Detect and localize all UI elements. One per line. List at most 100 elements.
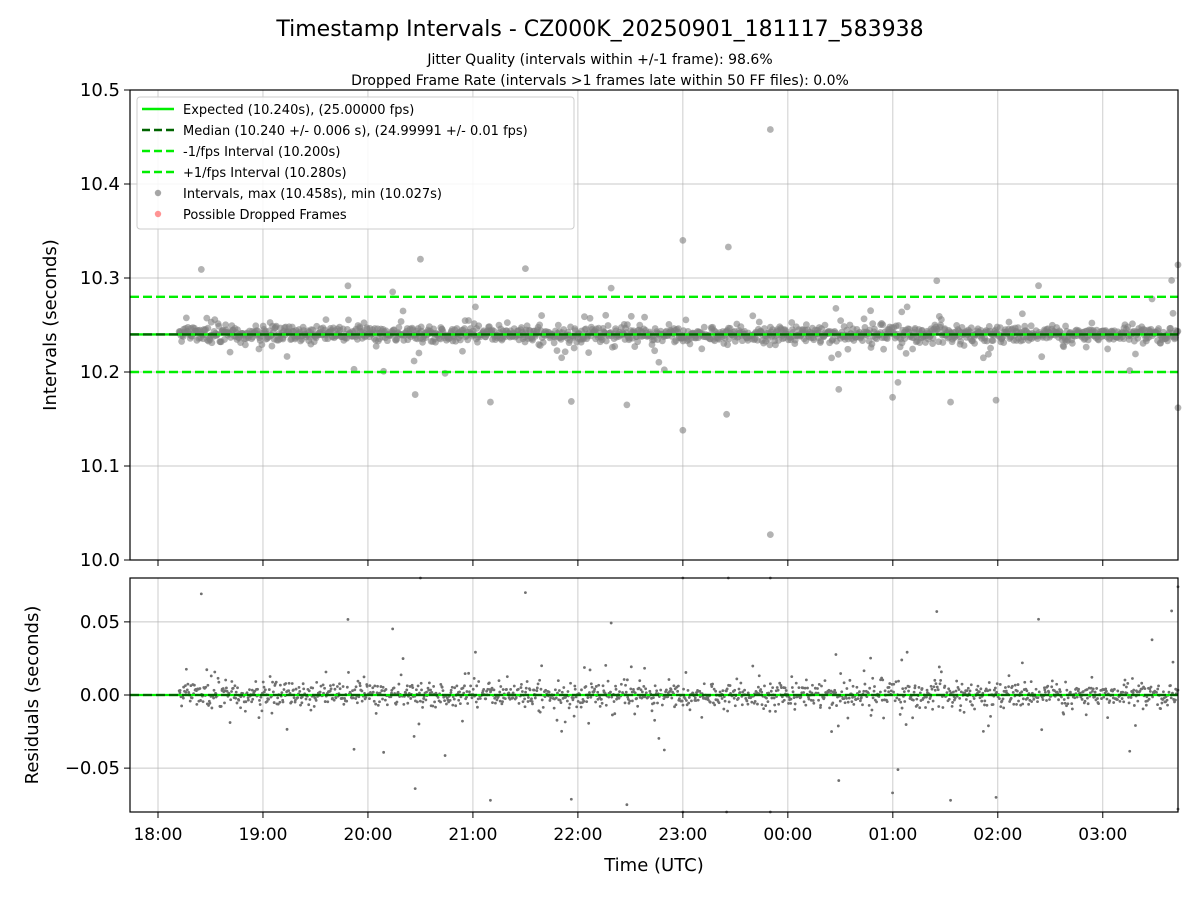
residual-point xyxy=(862,689,866,693)
residual-point xyxy=(972,697,976,700)
residual-point xyxy=(257,716,261,720)
residual-point xyxy=(512,684,516,688)
residual-point xyxy=(1096,697,1099,700)
interval-point xyxy=(399,307,407,315)
residual-point xyxy=(765,696,768,700)
residual-point xyxy=(801,686,805,690)
residual-point xyxy=(297,685,301,689)
x-tick-label: 03:00 xyxy=(1078,825,1127,845)
residual-point xyxy=(1004,689,1008,693)
residual-point xyxy=(328,689,332,693)
residual-point xyxy=(1086,696,1089,700)
residual-point xyxy=(248,688,251,692)
residual-point xyxy=(918,691,922,695)
residual-point xyxy=(582,699,586,703)
intervals-y-tick-label: 10.2 xyxy=(80,362,120,383)
residual-point xyxy=(1020,690,1024,694)
residual-point xyxy=(280,691,284,695)
residual-point xyxy=(552,706,556,710)
residual-point xyxy=(912,690,916,694)
residual-point xyxy=(594,700,598,704)
interval-point xyxy=(585,349,593,356)
residual-point xyxy=(947,697,951,701)
residual-point xyxy=(334,696,338,700)
residual-point xyxy=(1012,702,1016,706)
residual-point xyxy=(802,691,806,694)
interval-point xyxy=(415,349,423,357)
residual-point xyxy=(524,686,528,690)
residual-point xyxy=(419,681,423,685)
residual-point xyxy=(1007,685,1011,689)
residual-point xyxy=(399,673,403,677)
interval-point xyxy=(395,323,403,331)
residual-point xyxy=(210,706,214,710)
residual-point xyxy=(684,671,688,674)
residual-point xyxy=(1102,695,1106,699)
residual-point xyxy=(772,696,776,700)
residual-point xyxy=(905,650,909,654)
residual-point xyxy=(267,688,271,691)
residual-point xyxy=(265,700,269,703)
residual-point xyxy=(503,697,507,701)
residual-point xyxy=(449,688,453,692)
residual-point xyxy=(341,696,344,700)
interval-point xyxy=(570,344,578,352)
residual-point xyxy=(190,696,194,700)
residual-point xyxy=(533,696,537,700)
residual-point xyxy=(507,691,511,695)
residual-point xyxy=(458,702,462,706)
residual-point xyxy=(768,709,772,713)
residual-point xyxy=(364,695,368,699)
interval-point xyxy=(1088,319,1096,327)
residual-point xyxy=(474,650,477,654)
residual-point xyxy=(494,701,497,705)
residual-point xyxy=(887,690,891,694)
residual-point xyxy=(924,706,927,709)
residual-point xyxy=(495,698,499,702)
residual-point xyxy=(789,697,793,701)
residual-point xyxy=(655,689,659,693)
residual-point xyxy=(949,691,953,695)
residual-point xyxy=(939,670,943,674)
residuals-y-ticks: −0.05 0.00 0.05 xyxy=(65,612,130,779)
interval-point xyxy=(503,319,511,327)
residual-point xyxy=(913,686,917,690)
residual-point xyxy=(926,700,930,704)
intervals-y-tick-label: 10.0 xyxy=(80,550,120,571)
residual-point xyxy=(749,695,753,699)
residual-point xyxy=(669,688,673,691)
residual-point xyxy=(521,690,524,693)
residual-point xyxy=(532,688,536,692)
residual-point xyxy=(931,707,934,711)
residual-point xyxy=(301,682,305,686)
residual-point xyxy=(727,700,731,704)
residual-point xyxy=(223,701,226,705)
residual-point xyxy=(421,700,425,704)
residual-point xyxy=(478,697,482,700)
residual-point xyxy=(237,698,241,702)
interval-point xyxy=(611,343,619,350)
residual-point xyxy=(787,695,791,699)
residual-point xyxy=(1100,697,1103,700)
residual-point xyxy=(834,653,838,656)
residual-point xyxy=(487,681,491,685)
residual-point xyxy=(292,688,295,692)
residual-point xyxy=(489,798,492,802)
residual-point xyxy=(1150,638,1154,642)
residual-point xyxy=(276,696,280,700)
residual-point xyxy=(624,683,627,687)
residual-point xyxy=(1021,702,1025,706)
residual-point xyxy=(410,683,414,687)
residual-point xyxy=(624,690,628,694)
residual-point xyxy=(381,697,384,701)
residual-point xyxy=(1015,689,1019,693)
residual-point xyxy=(418,691,421,695)
residual-point xyxy=(1148,690,1152,693)
residual-point xyxy=(304,697,308,701)
interval-point xyxy=(898,308,906,316)
residual-point xyxy=(463,672,467,676)
residual-point xyxy=(356,679,360,683)
residual-point xyxy=(1135,690,1139,694)
residual-point xyxy=(1009,696,1013,700)
residual-point xyxy=(695,691,698,694)
